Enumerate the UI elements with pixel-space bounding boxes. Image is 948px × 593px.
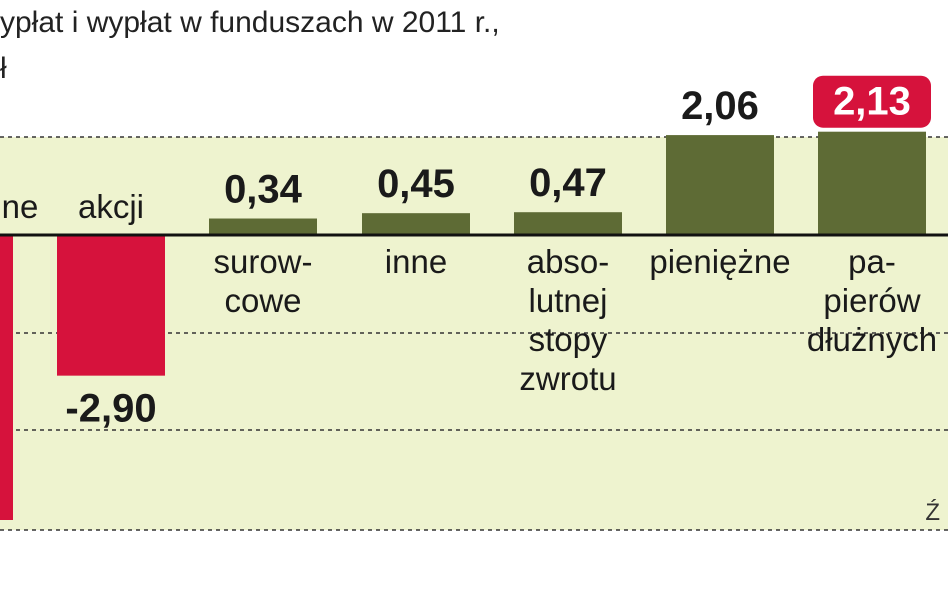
category-label: dłużnych [807, 321, 937, 358]
chart-title: ypłat i wypłat w funduszach w 2011 r., [0, 6, 500, 39]
bar [514, 212, 622, 235]
category-label: zwrotu [519, 360, 616, 397]
value-label: 2,06 [681, 84, 759, 128]
value-label: 0,45 [377, 162, 455, 206]
value-label: 0,47 [529, 161, 607, 205]
value-label: 2,13 [833, 80, 911, 124]
chart-subtitle: ł [0, 52, 7, 85]
bar [362, 213, 470, 235]
bar [818, 131, 926, 235]
highlight-badge [813, 75, 931, 128]
category-label: pa- [848, 243, 896, 280]
category-label: pieniężne [649, 243, 790, 280]
category-label: inne [385, 243, 447, 280]
category-label: akcji [78, 188, 144, 225]
category-label: cowe [224, 282, 301, 319]
bar [0, 235, 13, 520]
value-label: 0,34 [224, 168, 303, 212]
value-label: -2,90 [65, 387, 156, 431]
source-label: Ź [925, 499, 940, 526]
category-label: stopy [529, 321, 608, 358]
category-label: pierów [823, 282, 920, 319]
bar [57, 235, 165, 376]
category-label: surow- [213, 243, 312, 280]
bar [666, 135, 774, 235]
category-label: abso- [527, 243, 610, 280]
category-label: lutnej [529, 282, 608, 319]
category-label: ne [2, 188, 39, 225]
bar [209, 218, 317, 235]
